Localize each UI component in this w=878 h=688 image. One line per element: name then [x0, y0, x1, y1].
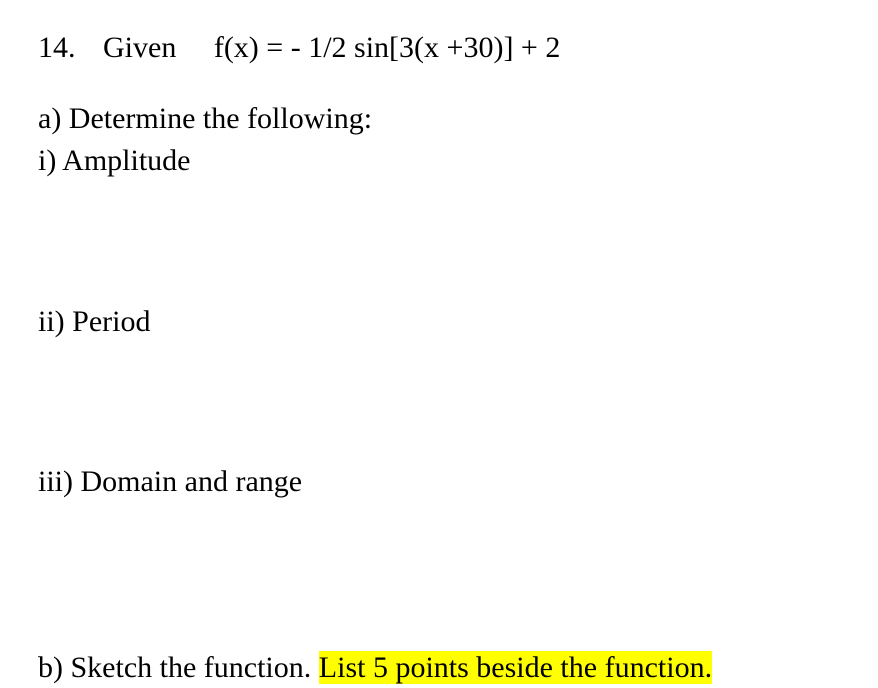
part-a-prompt: a) Determine the following: — [38, 99, 840, 140]
part-b: b) Sketch the function. List 5 points be… — [38, 648, 840, 688]
document-page: 14. Given f(x) = - 1/2 sin[3(x +30)] + 2… — [0, 0, 878, 646]
given-label: Given — [103, 31, 176, 64]
part-a-i: i) Amplitude — [38, 141, 840, 182]
part-a-ii: ii) Period — [38, 302, 840, 343]
function-expression: f(x) = - 1/2 sin[3(x +30)] + 2 — [214, 31, 561, 64]
part-b-prefix: b) Sketch the function. — [38, 651, 319, 684]
part-a-iii: iii) Domain and range — [38, 462, 840, 503]
question-line: 14. Given f(x) = - 1/2 sin[3(x +30)] + 2 — [38, 28, 840, 69]
question-number: 14. — [38, 28, 76, 69]
part-b-highlight: List 5 points beside the function. — [319, 651, 712, 684]
